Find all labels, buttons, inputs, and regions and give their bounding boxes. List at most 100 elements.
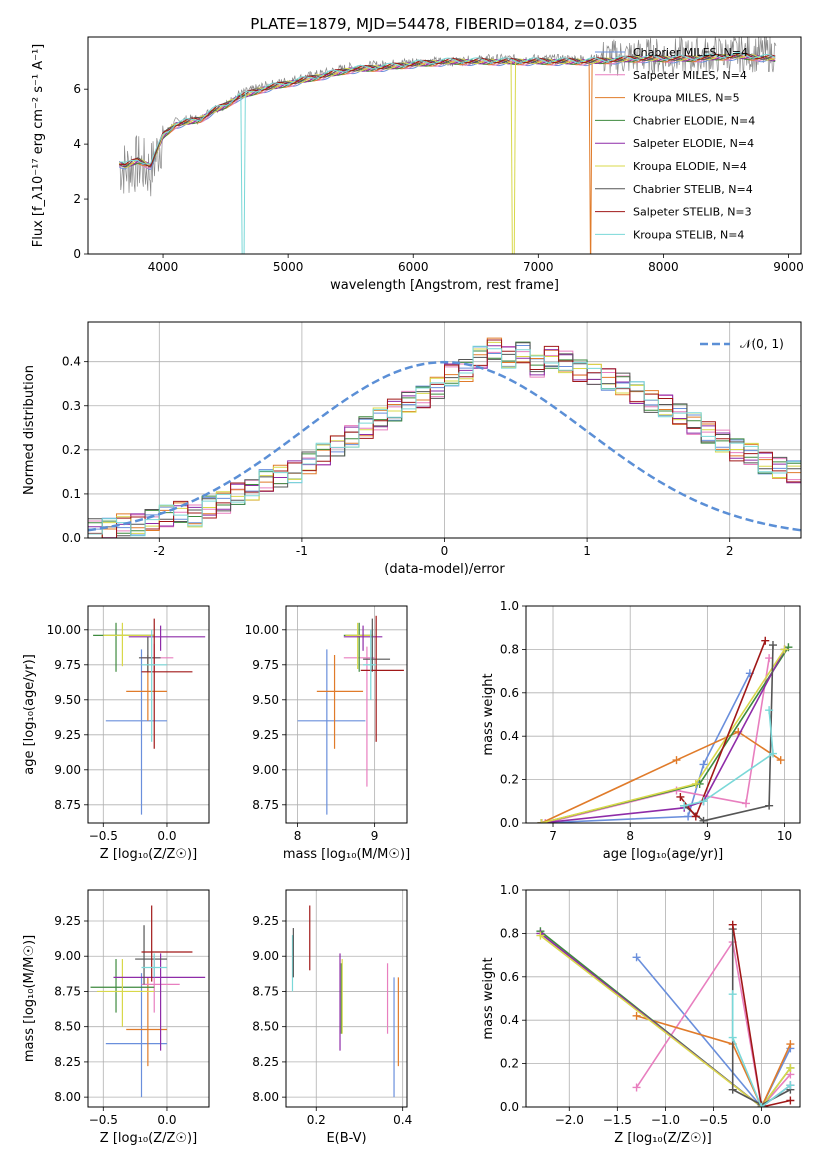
mass-vs-ebv-ytick-label: 8.50 — [252, 1020, 279, 1034]
weight-vs-age-xtick-label: 10 — [777, 829, 792, 843]
weight-vs-Z-plot-area — [536, 920, 795, 1107]
age-vs-mass-ytick-label: 8.75 — [252, 798, 279, 812]
mass-vs-Z-xlabel: Z [log₁₀(Z/Z☉)] — [100, 1131, 197, 1146]
weight-vs-age-xtick-label: 9 — [704, 829, 712, 843]
mass-vs-Z-ytick-label: 8.25 — [54, 1055, 81, 1069]
mass-vs-Z-panel: −0.5 0.0 8.00 8.25 8.50 8.75 9.00 9.25 Z [log₁₀(… — [22, 889, 210, 1146]
residual-hist-ylabel: Normed distribution — [22, 365, 37, 495]
residual-hist-plot-area — [88, 337, 801, 538]
mass-vs-ebv-ytick-label: 8.25 — [252, 1055, 279, 1069]
weight-series-line — [539, 934, 792, 1107]
residual-hist-ytick-label: 0.0 — [62, 531, 81, 545]
weight-series-line — [731, 924, 791, 1107]
weight-point-marker — [691, 779, 700, 788]
age-vs-Z-panel: −0.5 0.0 8.75 9.00 9.25 9.50 9.75 10.00 Z [log₁₀… — [22, 605, 210, 862]
spectrum-panel: 4000 5000 6000 7000 8000 9000 0 2 4 6 wavelength [… — [31, 36, 804, 293]
weight-vs-age-ytick-label: 0.4 — [500, 729, 519, 743]
weight-series-line — [635, 956, 792, 1107]
weight-point-marker — [757, 1103, 766, 1107]
weight-vs-Z-ytick-label: 0.4 — [500, 1013, 519, 1027]
spectrum-ytick-label: 0 — [73, 247, 81, 261]
spectrum-ylabel: Flux [f_λ10⁻¹⁷ erg cm⁻² s⁻¹ A⁻¹] — [31, 44, 46, 248]
weight-point-marker — [672, 756, 681, 765]
spectrum-model-line — [119, 51, 776, 254]
mass-vs-ebv-xtick-label: 0.4 — [393, 1113, 412, 1127]
weight-series-line — [541, 730, 782, 823]
spectrum-xlabel: wavelength [Angstrom, rest frame] — [330, 278, 559, 293]
residual-hist-xlabel: (data-model)/error — [384, 562, 505, 577]
weight-vs-Z-ytick-label: 0.6 — [500, 970, 519, 984]
mass-vs-ebv-ytick-label: 8.75 — [252, 984, 279, 998]
residual-hist-xtick-label: -2 — [153, 544, 165, 558]
spectrum-legend: Chabrier MILES, N=4 Salpeter MILES, N=4 Kr… — [595, 46, 755, 241]
legend-label: Kroupa MILES, N=5 — [633, 92, 740, 105]
weight-vs-Z-frame — [525, 889, 801, 1108]
weight-vs-Z-xlabel: Z [log₁₀(Z/Z☉)] — [614, 1131, 711, 1146]
legend-label: Salpeter STELIB, N=3 — [633, 206, 752, 219]
weight-vs-age-panel: 7 8 9 10 0.0 0.2 0.4 0.6 0.8 1.0 age [log₁₀(age/yr… — [481, 599, 801, 862]
age-vs-Z-xtick-label: −0.5 — [89, 829, 118, 843]
spectrum-model-line — [119, 53, 776, 168]
mass-vs-Z-ytick-label: 9.00 — [54, 949, 81, 963]
weight-vs-Z-xtick-label: −1.5 — [603, 1113, 632, 1127]
age-vs-mass-frame — [285, 605, 408, 824]
age-vs-Z-ytick-label: 9.00 — [54, 763, 81, 777]
mass-vs-Z-xtick-label: −0.5 — [89, 1113, 118, 1127]
age-vs-Z-ytick-label: 9.75 — [54, 658, 81, 672]
age-vs-Z-frame — [87, 605, 210, 824]
spectrum-xtick-label: 4000 — [148, 260, 179, 274]
weight-point-marker — [786, 1096, 795, 1105]
hist-step-line — [88, 339, 801, 538]
hist-step-line — [88, 337, 801, 538]
age-vs-Z-xtick-label: 0.0 — [157, 829, 176, 843]
legend-label: Kroupa ELODIE, N=4 — [633, 160, 747, 173]
mass-vs-ebv-ytick-label: 9.25 — [252, 914, 279, 928]
weight-point-marker — [780, 645, 789, 654]
age-vs-Z-ytick-label: 10.00 — [47, 623, 81, 637]
weight-point-marker — [632, 1083, 641, 1092]
spectrum-xtick-label: 8000 — [648, 260, 679, 274]
weight-vs-Z-xtick-label: −0.5 — [699, 1113, 728, 1127]
residual-hist-ytick-label: 0.3 — [62, 399, 81, 413]
mass-vs-ebv-xtick-label: 0.2 — [307, 1113, 326, 1127]
residual-hist-xtick-label: 1 — [583, 544, 591, 558]
age-vs-Z-xlabel: Z [log₁₀(Z/Z☉)] — [100, 847, 197, 862]
weight-point-marker — [761, 636, 770, 645]
weight-series-line — [636, 1015, 792, 1107]
weight-vs-age-xtick-label: 8 — [626, 829, 634, 843]
weight-point-marker — [786, 1040, 795, 1049]
weight-point-marker — [741, 799, 750, 808]
hist-step-line — [88, 345, 801, 537]
weight-vs-age-plot-area — [537, 636, 793, 823]
mass-vs-ebv-frame — [285, 889, 408, 1108]
weight-vs-age-xlabel: age [log₁₀(age/yr)] — [603, 847, 724, 862]
spectrum-xtick-label: 5000 — [273, 260, 304, 274]
weight-point-marker — [768, 749, 777, 758]
weight-series-line — [541, 672, 751, 823]
age-vs-Z-ylabel: age [log₁₀(age/yr)] — [22, 654, 37, 775]
mass-vs-Z-plot-area — [90, 905, 206, 1098]
spectrum-ytick-label: 6 — [73, 82, 81, 96]
weight-vs-age-frame — [525, 605, 801, 824]
weight-vs-age-ytick-label: 0.0 — [500, 816, 519, 830]
mass-vs-ebv-panel: 0.2 0.4 8.00 8.25 8.50 8.75 9.00 9.25 E(B-V) — [252, 889, 412, 1146]
weight-point-marker — [776, 756, 785, 765]
residual-hist-frame — [87, 321, 802, 539]
weight-vs-Z-ytick-label: 0.2 — [500, 1057, 519, 1071]
weight-point-marker — [680, 801, 689, 810]
spectrum-frame — [87, 36, 802, 255]
normal-curve-line — [88, 360, 801, 532]
weight-point-marker — [632, 1011, 641, 1020]
weight-vs-Z-ytick-label: 0.8 — [500, 926, 519, 940]
mass-vs-Z-ylabel: mass [log₁₀(M/M☉)] — [22, 935, 37, 1062]
age-vs-mass-xlabel: mass [log₁₀(M/M☉)] — [283, 847, 410, 862]
spectrum-ytick-label: 2 — [73, 192, 81, 206]
mass-vs-Z-frame — [87, 889, 210, 1108]
spectrum-xtick-label: 7000 — [523, 260, 554, 274]
weight-series-line — [731, 994, 791, 1107]
weight-vs-age-ylabel: mass weight — [481, 673, 496, 755]
weight-vs-age-ytick-label: 0.8 — [500, 642, 519, 656]
weight-point-marker — [728, 920, 737, 929]
age-vs-mass-xtick-label: 8 — [294, 829, 302, 843]
